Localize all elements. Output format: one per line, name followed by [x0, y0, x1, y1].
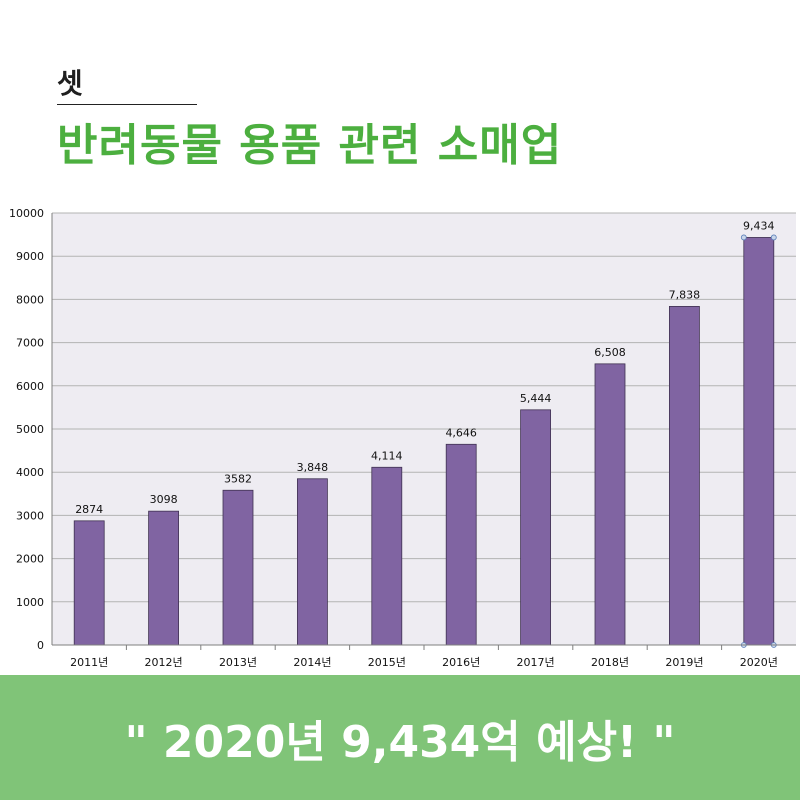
data-label-4: 3,848 — [297, 461, 329, 474]
section-kicker: 셋 — [57, 67, 83, 100]
data-label-6: 4,646 — [445, 426, 477, 439]
data-label-2: 3098 — [150, 493, 178, 506]
y-tick-label: 10000 — [9, 207, 44, 220]
selection-handle — [770, 234, 777, 241]
y-tick-label: 4000 — [16, 466, 44, 479]
y-tick-label: 9000 — [16, 250, 44, 263]
x-tick-label: 2011년 — [70, 656, 108, 669]
bar-1 — [73, 520, 105, 646]
x-tick-label: 2016년 — [442, 656, 480, 669]
data-label-7: 5,444 — [520, 392, 552, 405]
y-tick-label: 5000 — [16, 423, 44, 436]
bars — [73, 234, 777, 648]
forecast-text: " 2020년 9,434억 예상! " — [124, 716, 676, 768]
x-tick-label: 2015년 — [368, 656, 406, 669]
y-axis-ticks: 0 1000 2000 3000 4000 5000 6000 7000 8000 9000 100… — [9, 207, 44, 652]
y-tick-label: 8000 — [16, 293, 44, 306]
x-tick-label: 2014년 — [293, 656, 331, 669]
kicker-underline — [57, 104, 197, 105]
x-tick-label: 2013년 — [219, 656, 257, 669]
bar-7 — [520, 409, 551, 646]
bar-5 — [371, 466, 403, 646]
x-tick-label: 2020년 — [740, 656, 778, 669]
bar-9 — [669, 305, 700, 646]
forecast-banner: " 2020년 9,434억 예상! " — [0, 675, 800, 800]
y-tick-label: 6000 — [16, 380, 44, 393]
data-label-10: 9,434 — [743, 219, 775, 232]
data-label-1: 2874 — [75, 503, 103, 516]
x-tick-label: 2017년 — [517, 656, 555, 669]
bar-2 — [148, 510, 180, 646]
bar-3 — [222, 489, 254, 646]
y-tick-label: 2000 — [16, 553, 44, 566]
x-tick-label: 2019년 — [665, 656, 703, 669]
data-label-9: 7,838 — [669, 288, 701, 301]
bar-8 — [594, 363, 626, 646]
data-label-5: 4,114 — [371, 449, 403, 462]
bar-10 — [743, 237, 775, 646]
data-labels: 2874 3098 3582 3,848 4,114 4,646 5,444 6,508 7,8… — [75, 219, 774, 515]
data-label-3: 3582 — [224, 472, 252, 485]
y-tick-label: 7000 — [16, 337, 44, 350]
data-label-8: 6,508 — [594, 346, 626, 359]
bar-6 — [445, 443, 477, 646]
bar-chart: 0 1000 2000 3000 4000 5000 6000 7000 8000 9000 100… — [9, 207, 796, 669]
y-tick-label: 0 — [37, 639, 44, 652]
selection-handle — [740, 234, 747, 241]
bar-4 — [296, 478, 328, 646]
y-tick-label: 1000 — [16, 596, 44, 609]
page-title: 반려동물 용품 관련 소매업 — [57, 120, 563, 171]
x-tick-label: 2018년 — [591, 656, 629, 669]
x-tick-label: 2012년 — [145, 656, 183, 669]
y-tick-label: 3000 — [16, 509, 44, 522]
x-axis-ticks: 2011년 2012년 2013년 2014년 2015년 2016년 2017년 2018년… — [70, 645, 778, 669]
